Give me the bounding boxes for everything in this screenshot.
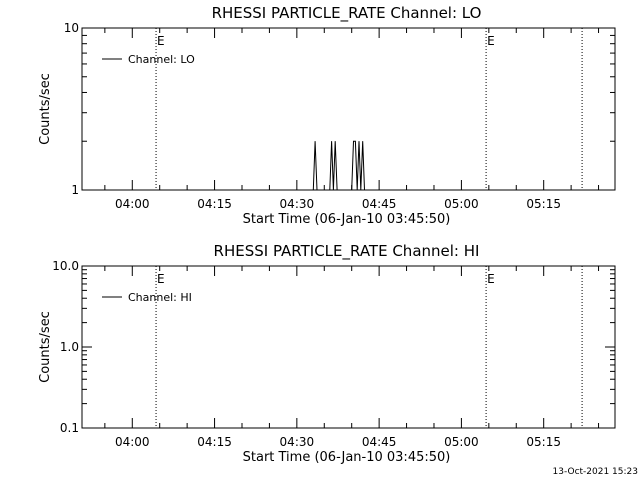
chart-panel-1: RHESSI PARTICLE_RATE Channel: LO 1 10 04:00… [38, 4, 616, 227]
y-tick-label: 10 [64, 21, 79, 35]
y-axis-label: Counts/sec [38, 73, 53, 145]
timestamp: 13-Oct-2021 15:23 [553, 467, 638, 477]
chart-title: RHESSI PARTICLE_RATE Channel: HI [214, 242, 480, 261]
x-tick-label: 04:15 [197, 197, 232, 211]
chart-title: RHESSI PARTICLE_RATE Channel: LO [212, 4, 482, 23]
x-tick-label: 04:00 [115, 435, 150, 449]
x-axis-label: Start Time (06-Jan-10 03:45:50) [243, 450, 451, 465]
y-tick-label: 1 [71, 183, 79, 197]
x-tick-label: 04:15 [197, 435, 232, 449]
chart-panel-2: RHESSI PARTICLE_RATE Channel: HI 0.1 1.0 10… [38, 242, 616, 465]
x-tick-label: 04:00 [115, 197, 150, 211]
y-tick-label: 0.1 [60, 421, 79, 435]
vertical-marker-label: E [157, 272, 165, 286]
vertical-marker-label: E [487, 34, 495, 48]
y-tick-label: 10.0 [52, 259, 79, 273]
x-axis-label: Start Time (06-Jan-10 03:45:50) [243, 212, 451, 227]
vertical-marker-label: E [487, 272, 495, 286]
x-tick-label: 05:15 [526, 435, 561, 449]
y-tick-label: 1.0 [60, 340, 79, 354]
legend-entry: Channel: HI [128, 291, 192, 304]
legend-entry: Channel: LO [128, 53, 195, 66]
vertical-marker-label: E [157, 34, 165, 48]
series-line-1 [312, 140, 365, 191]
x-tick-label: 04:45 [362, 435, 397, 449]
x-tick-label: 05:00 [444, 435, 479, 449]
x-tick-label: 05:15 [526, 197, 561, 211]
x-tick-label: 04:30 [280, 435, 315, 449]
x-tick-label: 04:30 [280, 197, 315, 211]
y-axis-label: Counts/sec [38, 311, 53, 383]
x-tick-label: 05:00 [444, 197, 479, 211]
x-tick-label: 04:45 [362, 197, 397, 211]
